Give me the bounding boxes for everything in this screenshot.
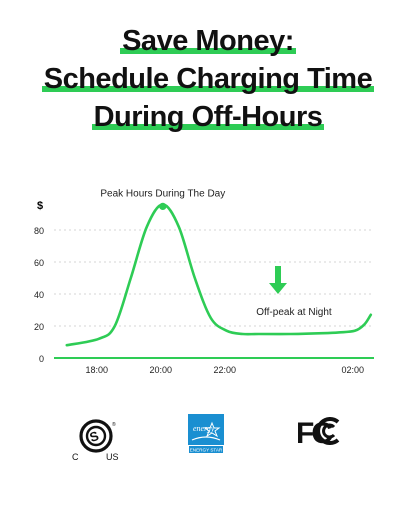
csa-mark-us: US: [106, 452, 119, 462]
energy-star-mark: ENERGY STAR: [190, 448, 223, 453]
y-tick-label: 40: [34, 290, 44, 300]
offpeak-arrow-icon: [269, 266, 287, 294]
y-axis-label: $: [37, 200, 43, 212]
csa-mark-c: C: [72, 452, 79, 462]
y-tick-label: 80: [34, 226, 44, 236]
y-tick-label: 0: [39, 354, 44, 364]
svg-text:®: ®: [112, 421, 116, 428]
y-tick-labels: 0 20 40 60 80: [34, 226, 44, 364]
x-tick-label: 20:00: [150, 365, 173, 375]
offpeak-annotation-label: Off-peak at Night: [256, 307, 332, 318]
series-line: [65, 203, 373, 347]
fcc-icon: FC: [296, 417, 340, 449]
x-tick-label: 22:00: [214, 365, 237, 375]
headline-line-3: During Off-Hours: [91, 98, 325, 136]
peak-annotation-label: Peak Hours During The Day: [100, 188, 225, 199]
headline-line-2: Schedule Charging Time: [41, 60, 375, 98]
peak-marker-dot: [159, 202, 167, 210]
svg-text:energy: energy: [193, 424, 215, 433]
annotation-layer: Peak Hours During The Day Off-peak at Nig…: [100, 188, 332, 318]
headline-line-1: Save Money:: [120, 22, 296, 60]
certification-logos: S ® C US energy ENERGY STAR FC: [0, 405, 416, 465]
headline: Save Money: Schedule Charging Time Durin…: [0, 22, 416, 136]
y-tick-label: 60: [34, 258, 44, 268]
csa-certification-icon: S ® C US: [72, 419, 119, 462]
x-tick-label: 02:00: [342, 365, 365, 375]
x-tick-labels: 18:00 20:00 22:00 02:00: [86, 365, 365, 375]
x-tick-label: 18:00: [86, 365, 109, 375]
energy-star-icon: energy ENERGY STAR: [188, 414, 224, 454]
y-tick-label: 20: [34, 322, 44, 332]
charging-cost-chart: 0 20 40 60 80 18:00 20:00 22:00 02:00 $ Peak Ho…: [34, 188, 374, 375]
grid-layer: [54, 229, 374, 327]
